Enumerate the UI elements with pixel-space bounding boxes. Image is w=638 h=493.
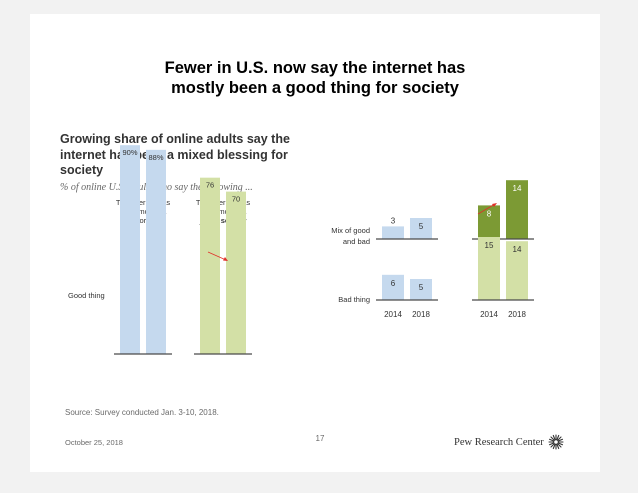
bar-good-thing xyxy=(120,145,140,354)
bar-value-label: 90% xyxy=(122,148,137,157)
small-bar-value-label: 15 xyxy=(485,241,494,250)
page-number: 17 xyxy=(315,434,325,443)
chart-heading-line-1: Growing share of online adults say the xyxy=(60,132,290,146)
small-bar-value-label: 14 xyxy=(513,245,522,254)
row-label-line-2: and bad xyxy=(343,237,370,246)
footer-date: October 25, 2018 xyxy=(65,438,123,447)
small-bar-value-label: 6 xyxy=(391,279,396,288)
small-bar xyxy=(506,180,528,239)
small-bar-value-label: 5 xyxy=(419,222,424,231)
chart-heading-line-2: internet has been a mixed blessing for xyxy=(60,147,288,162)
slide-title-line-1: Fewer in U.S. now say the internet has xyxy=(164,59,466,77)
row-label: Bad thing xyxy=(338,295,370,304)
slide-title-line-2: mostly been a good thing for society xyxy=(171,79,459,97)
bar-good-thing xyxy=(146,149,166,354)
column-header-line-1: The internet has xyxy=(196,198,250,207)
bar-value-label: 70 xyxy=(232,195,240,204)
bar-value-label: 88% xyxy=(148,153,163,162)
small-bar xyxy=(506,241,528,300)
small-bar-value-label: 5 xyxy=(419,283,424,292)
bar-value-label: 76 xyxy=(206,181,214,190)
trend-arrow-head-icon xyxy=(223,257,228,261)
x-axis-label: 2018 xyxy=(412,310,430,319)
row-label-good-thing: Good thing xyxy=(68,291,105,300)
row-label: Mix of good xyxy=(331,226,370,235)
small-bar xyxy=(478,237,500,300)
chart-heading-line-3: society xyxy=(60,163,104,177)
chart-heading: Growing share of online adults say the i… xyxy=(60,132,300,179)
column-header-line-2: been mostly a xyxy=(120,207,168,216)
small-bar xyxy=(410,218,432,239)
small-bar-value-label: 14 xyxy=(513,184,522,193)
x-axis-label: 2014 xyxy=(480,310,498,319)
logo-text: Pew Research Center xyxy=(454,436,544,448)
small-bar-value-label: 3 xyxy=(391,216,396,225)
column-header-line-1: The internet has xyxy=(116,198,170,207)
x-axis-label: 2014 xyxy=(384,310,402,319)
small-bar xyxy=(478,205,500,239)
trend-arrow-icon xyxy=(477,203,496,215)
bar-good-thing xyxy=(226,191,246,354)
trend-arrow-head-icon xyxy=(492,203,497,207)
small-bar xyxy=(382,274,404,300)
small-bar xyxy=(410,279,432,300)
column-header-line-2: been mostly a xyxy=(200,207,248,216)
source-note: Source: Survey conducted Jan. 3-10, 2018… xyxy=(65,408,219,417)
sunburst-icon xyxy=(548,434,564,450)
pew-logo: Pew Research Center xyxy=(454,434,564,450)
trend-arrow-icon xyxy=(207,251,227,261)
small-bar xyxy=(382,226,404,239)
slide: Fewer in U.S. now say the internet has m… xyxy=(30,14,600,472)
bar-good-thing xyxy=(200,177,220,354)
x-axis-label: 2018 xyxy=(508,310,526,319)
small-bar-value-label: 8 xyxy=(487,209,492,218)
slide-title: Fewer in U.S. now say the internet has m… xyxy=(30,58,600,98)
